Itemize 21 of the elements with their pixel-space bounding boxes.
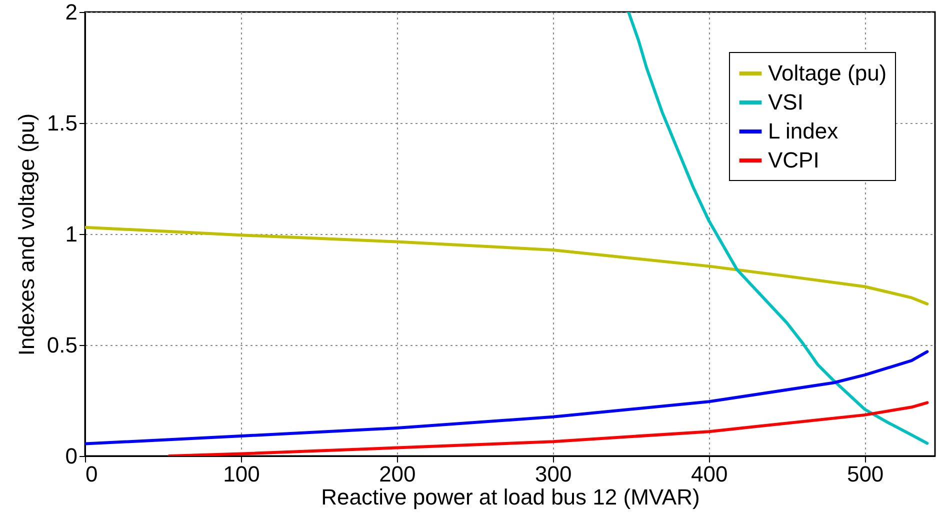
legend-label: VCPI: [768, 148, 820, 172]
line-series: [627, 12, 929, 445]
x-tick-label: 200: [379, 462, 416, 486]
line-series: [168, 401, 929, 456]
y-tick-label: 2: [65, 0, 78, 24]
y-tick-label: 0: [65, 444, 78, 468]
x-tick-label: 300: [535, 462, 572, 486]
y-axis-title: Indexes and voltage (pu): [14, 113, 39, 356]
y-tick-label: 0.5: [46, 332, 78, 358]
legend-label: Voltage (pu): [768, 60, 887, 86]
line-series: [85, 350, 929, 446]
line-series: [85, 226, 929, 306]
x-tick-label: 400: [690, 462, 728, 486]
x-axis-title: Reactive power at load bus 12 (MVAR): [321, 484, 700, 510]
y-tick-label: 1.5: [46, 110, 78, 136]
x-tick-label: 500: [846, 462, 884, 486]
legend-label: L index: [768, 118, 838, 144]
y-tick-label: 1: [65, 222, 78, 246]
x-tick-label: 100: [223, 462, 260, 486]
x-tick-label: 0: [86, 462, 98, 486]
legend-label: VSI: [768, 90, 804, 114]
